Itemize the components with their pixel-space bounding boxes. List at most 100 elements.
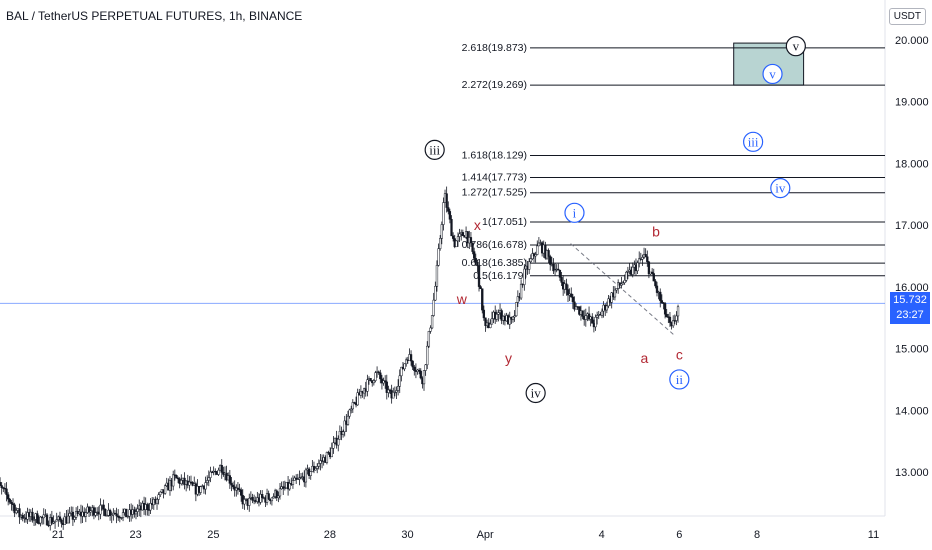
candle-body <box>665 313 668 318</box>
candle-body <box>89 510 92 513</box>
candle-body <box>60 519 63 524</box>
candle-body <box>149 503 152 511</box>
candle-body <box>655 285 659 293</box>
fib-level-label: 0.618(16.385) <box>462 257 527 269</box>
candle-body <box>13 504 16 514</box>
candle-body <box>5 488 8 495</box>
candle-body <box>309 471 312 476</box>
candle-body <box>587 313 591 320</box>
candle-body <box>230 483 233 486</box>
candle-body <box>343 420 346 432</box>
candle-body <box>209 471 212 478</box>
candle-body <box>66 515 70 524</box>
candle-body <box>651 271 654 274</box>
candle-body <box>348 409 351 417</box>
candle-body <box>377 371 380 374</box>
candle-body <box>10 501 13 504</box>
candle-body <box>495 314 498 320</box>
candle-body <box>314 468 317 471</box>
candle-body <box>519 283 523 299</box>
candle-body <box>283 487 287 489</box>
candle-body <box>560 277 563 283</box>
wave-label-iv: iv <box>531 386 542 401</box>
candle-body <box>369 378 372 381</box>
candle-body <box>497 312 500 315</box>
candle-body <box>136 508 139 512</box>
candle-body <box>392 391 395 399</box>
candle-body <box>356 392 359 406</box>
candle-body <box>620 283 623 286</box>
candle-body <box>317 463 320 467</box>
candle-body <box>84 512 87 517</box>
candle-body <box>605 305 608 311</box>
candle-body <box>411 360 414 368</box>
currency-button[interactable]: USDT <box>888 8 926 25</box>
candle-body <box>662 302 665 304</box>
candle-body <box>638 258 641 264</box>
candle-body <box>45 514 49 526</box>
candle-body <box>99 504 102 515</box>
candle-body <box>536 245 539 255</box>
candle-body <box>479 286 482 289</box>
candle-body <box>7 494 10 500</box>
candle-body <box>469 237 473 244</box>
candle-body <box>180 480 183 484</box>
candle-body <box>673 320 676 322</box>
candle-body <box>442 202 445 225</box>
x-tick-label: Apr <box>477 529 494 541</box>
candle-body <box>617 282 620 289</box>
candle-body <box>259 494 262 503</box>
candle-body <box>275 490 278 499</box>
candle-body <box>338 430 342 440</box>
x-tick-label: 21 <box>52 529 64 541</box>
fib-level-label: 1(17.051) <box>482 216 527 228</box>
fib-level-label: 1.272(17.525) <box>462 187 527 199</box>
candle-body <box>387 389 390 393</box>
candle-body <box>482 309 486 319</box>
wave-label-a: a <box>640 350 648 366</box>
fib-level-label: 1.618(18.129) <box>462 149 527 161</box>
wave-circle-iv <box>770 178 791 199</box>
candle-body <box>675 315 678 321</box>
candle-body <box>384 380 387 383</box>
candle-body <box>660 300 664 304</box>
candle-body <box>55 519 58 522</box>
candle-body <box>473 251 476 259</box>
candle-body <box>316 466 319 469</box>
candle-body <box>0 485 3 488</box>
wave-label-b: b <box>652 223 660 239</box>
candle-body <box>451 235 455 239</box>
candle-body <box>549 256 552 265</box>
y-tick-label: 19.000 <box>895 97 929 109</box>
candle-body <box>489 323 492 328</box>
current-price-tag: 15.732 23:27 <box>890 292 930 324</box>
candle-body <box>458 233 461 237</box>
candle-body <box>430 315 434 329</box>
x-tick-label: 8 <box>754 529 760 541</box>
wave-label-i: i <box>573 205 577 220</box>
y-tick-label: 15.000 <box>895 344 929 356</box>
y-tick-label: 18.000 <box>895 158 929 170</box>
candle-body <box>654 280 657 287</box>
x-tick-label: 4 <box>599 529 605 541</box>
candle-body <box>668 316 672 323</box>
candle-body <box>210 471 214 474</box>
chart-title: BAL / TetherUS PERPETUAL FUTURES, 1h, BI… <box>6 9 303 23</box>
x-tick-label: 23 <box>130 529 142 541</box>
candle-body <box>236 487 240 490</box>
candle-body <box>516 296 520 303</box>
candle-body <box>445 193 448 208</box>
candle-body <box>332 442 335 449</box>
candle-body <box>621 282 625 285</box>
candle-body <box>330 447 333 458</box>
candle-body <box>646 256 649 263</box>
wave-label-c: c <box>676 347 683 363</box>
candle-body <box>432 299 435 316</box>
candle-body <box>523 268 526 285</box>
candle-body <box>15 510 18 514</box>
candle-body <box>199 486 202 493</box>
candle-body <box>395 390 398 393</box>
x-tick-label: 25 <box>207 529 219 541</box>
candle-body <box>243 499 246 505</box>
